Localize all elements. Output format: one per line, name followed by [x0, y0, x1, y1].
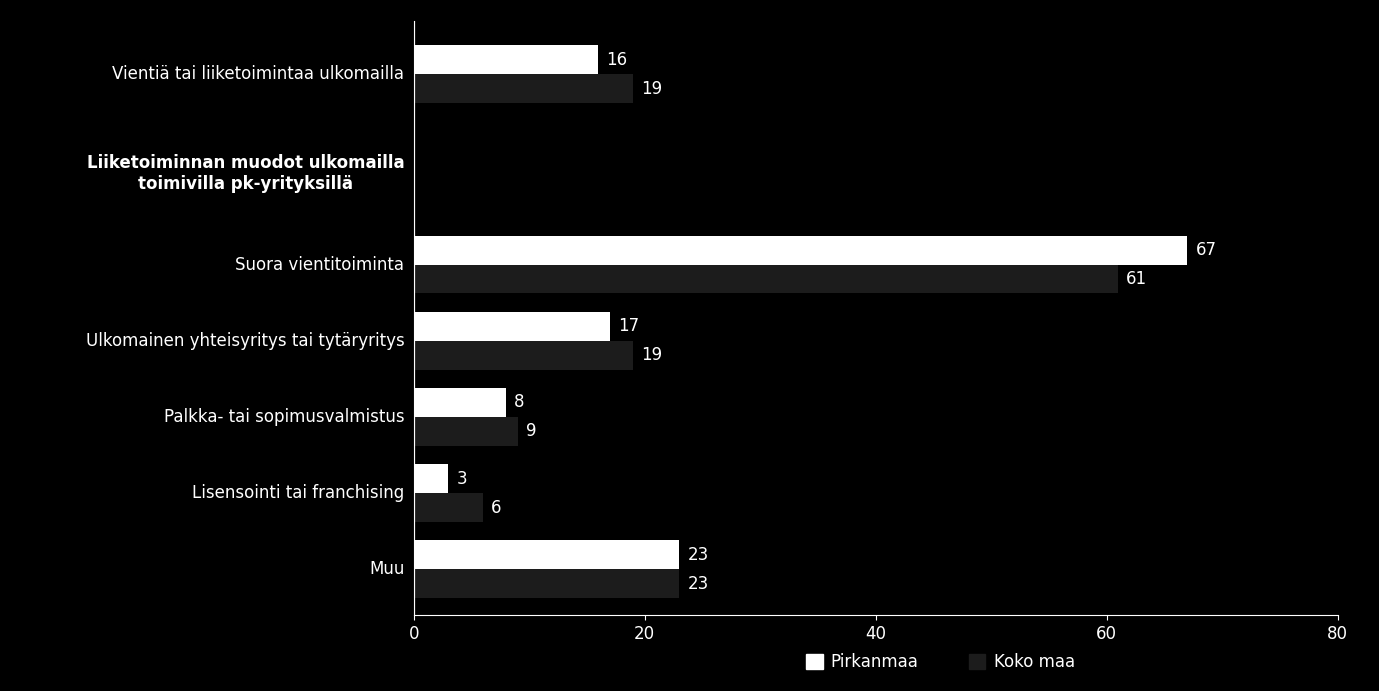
Text: 67: 67 — [1196, 241, 1216, 259]
Bar — [414, 236, 1187, 265]
Bar — [414, 341, 633, 370]
Bar — [414, 540, 680, 569]
Text: Palkka- tai sopimusvalmistus: Palkka- tai sopimusvalmistus — [164, 408, 404, 426]
Text: 23: 23 — [687, 575, 709, 593]
Bar — [414, 464, 448, 493]
Text: 61: 61 — [1127, 270, 1147, 288]
Bar — [414, 265, 1118, 294]
Text: 3: 3 — [456, 470, 467, 488]
Text: 23: 23 — [687, 546, 709, 564]
Bar — [414, 45, 598, 74]
Text: 6: 6 — [491, 499, 502, 517]
Bar — [414, 312, 610, 341]
Text: Muu: Muu — [370, 560, 404, 578]
Text: 9: 9 — [525, 422, 536, 440]
Bar — [414, 569, 680, 598]
Legend: Pirkanmaa, Koko maa: Pirkanmaa, Koko maa — [800, 647, 1081, 678]
Bar — [414, 493, 483, 522]
Bar — [414, 74, 633, 103]
Text: Suora vientitoiminta: Suora vientitoiminta — [236, 256, 404, 274]
Text: Lisensointi tai franchising: Lisensointi tai franchising — [192, 484, 404, 502]
Text: Vientiä tai liiketoimintaa ulkomailla: Vientiä tai liiketoimintaa ulkomailla — [113, 65, 404, 83]
Text: 16: 16 — [607, 50, 627, 68]
Text: 19: 19 — [641, 79, 662, 97]
Bar — [414, 417, 517, 446]
Text: 17: 17 — [618, 317, 640, 335]
Text: Ulkomainen yhteisyritys tai tytäryritys: Ulkomainen yhteisyritys tai tytäryritys — [85, 332, 404, 350]
Bar — [414, 388, 506, 417]
Text: 8: 8 — [514, 393, 524, 411]
Text: 19: 19 — [641, 346, 662, 364]
Text: Liiketoiminnan muodot ulkomailla
toimivilla pk-yrityksillä: Liiketoiminnan muodot ulkomailla toimivi… — [87, 153, 404, 193]
